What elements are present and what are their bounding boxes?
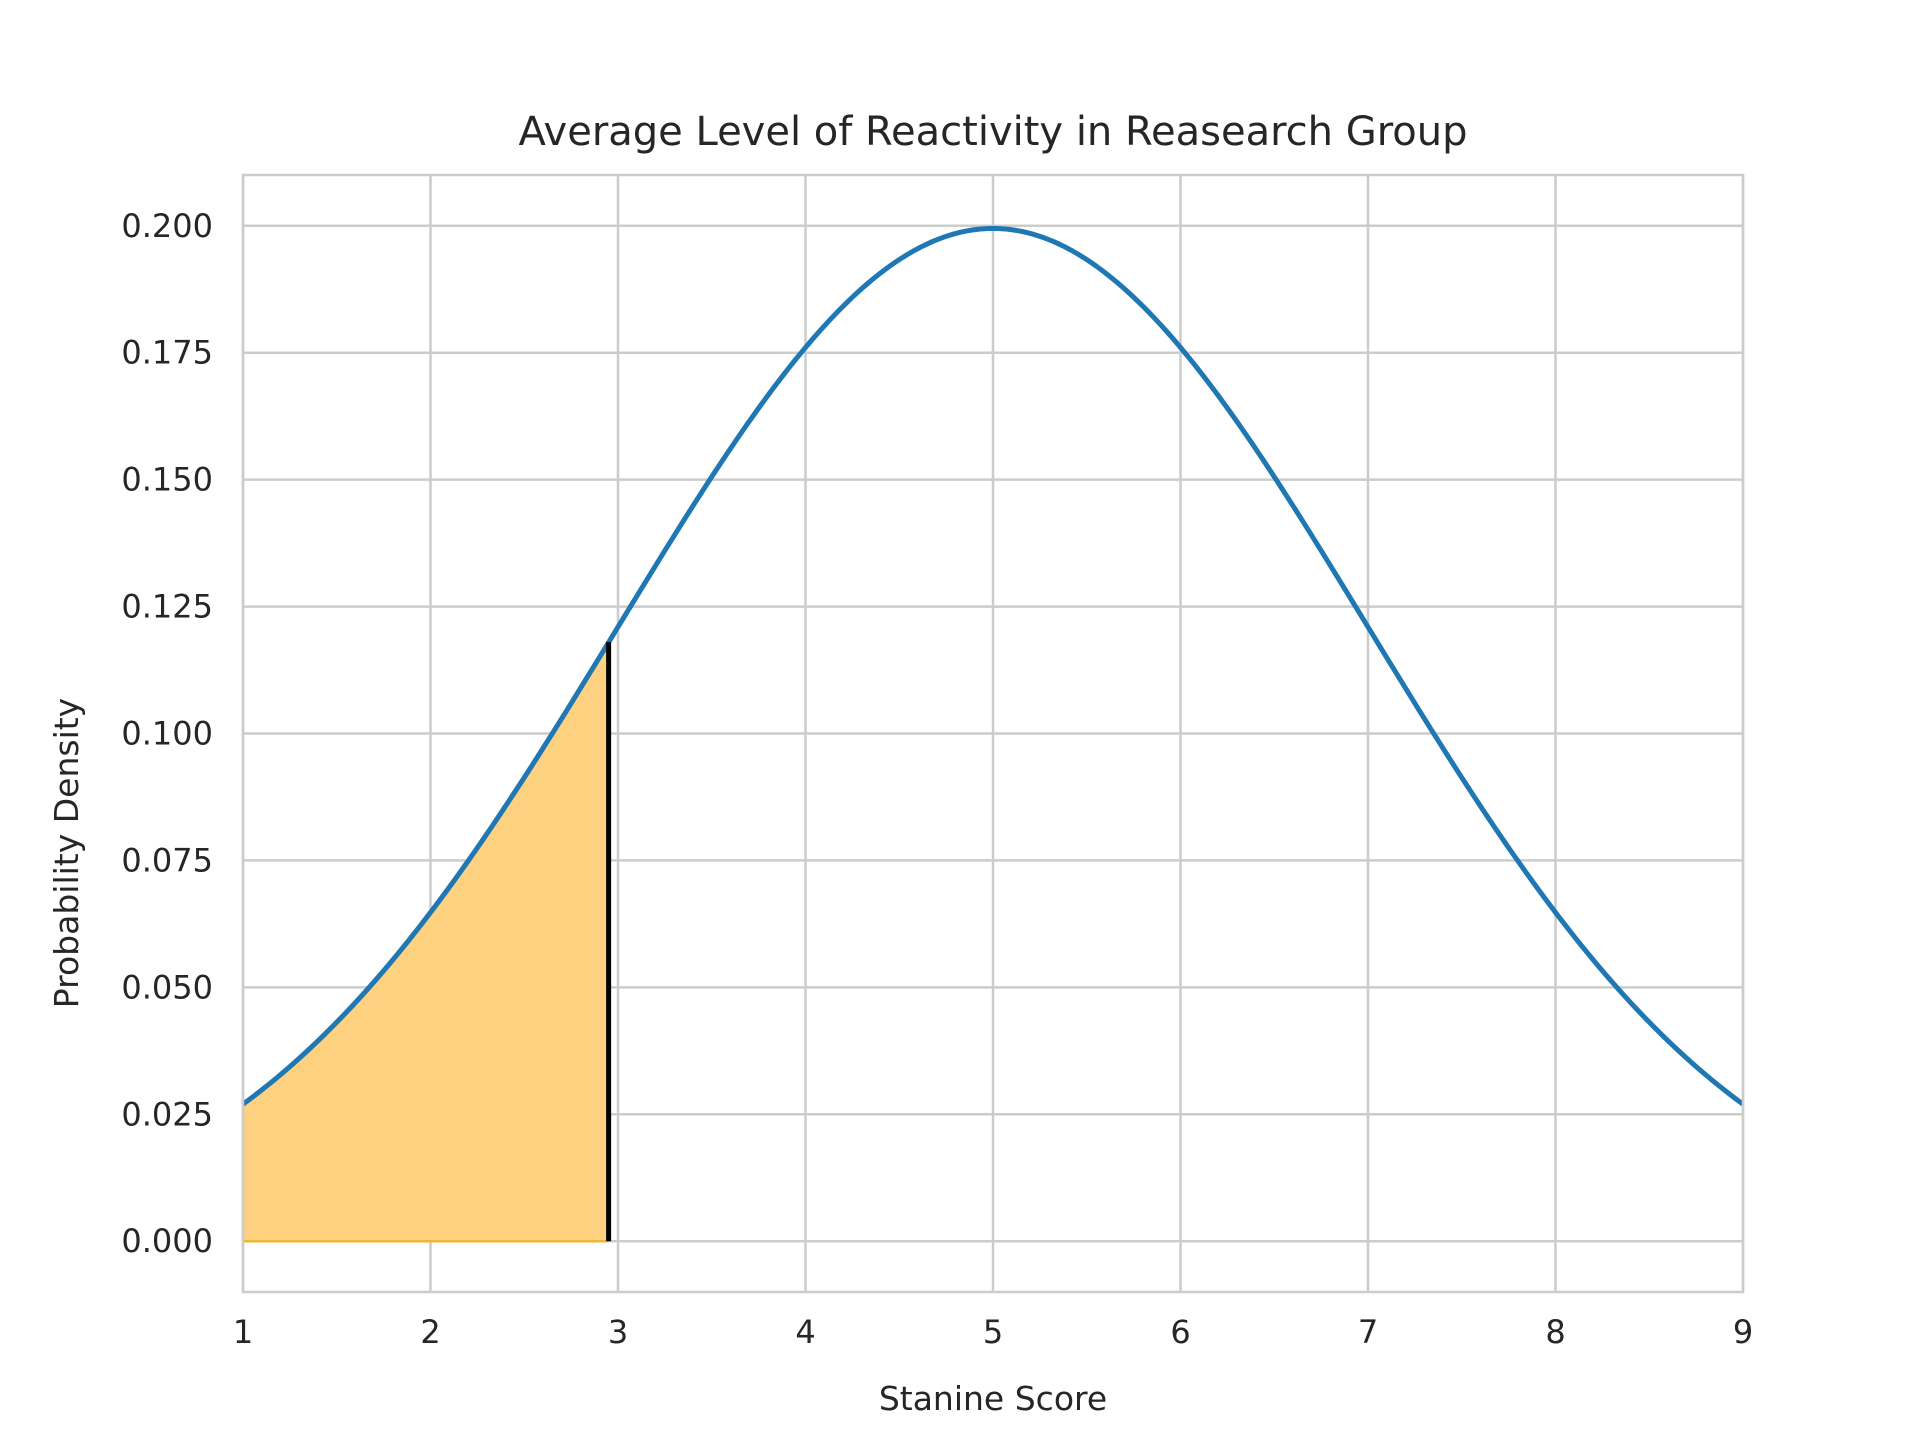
x-tick-label: 1 — [233, 1313, 253, 1351]
x-tick-label: 6 — [1170, 1313, 1190, 1351]
x-tick-label: 5 — [983, 1313, 1003, 1351]
y-axis-label: Probability Density — [47, 698, 86, 1008]
x-tick-label: 2 — [420, 1313, 440, 1351]
x-tick-label: 9 — [1733, 1313, 1753, 1351]
y-tick-label: 0.100 — [121, 715, 213, 753]
y-tick-label: 0.150 — [121, 461, 213, 499]
y-tick-label: 0.025 — [121, 1095, 213, 1133]
x-tick-label: 8 — [1545, 1313, 1565, 1351]
x-tick-labels: 1 2 3 4 5 6 7 8 9 — [233, 1313, 1753, 1351]
x-tick-label: 3 — [608, 1313, 628, 1351]
x-tick-label: 4 — [795, 1313, 815, 1351]
density-curve — [241, 225, 1745, 1107]
plot-frame — [241, 173, 1745, 1294]
y-tick-label: 0.000 — [121, 1222, 213, 1260]
y-tick-label: 0.050 — [121, 968, 213, 1006]
y-tick-labels: 0.000 0.025 0.050 0.075 0.100 0.125 0.150 0.175… — [121, 207, 213, 1260]
series-layer — [241, 225, 1745, 1242]
y-tick-label: 0.075 — [121, 841, 213, 879]
chart-title: Average Level of Reactivity in Reasearch… — [519, 109, 1468, 155]
y-tick-label: 0.175 — [121, 334, 213, 372]
x-axis-label: Stanine Score — [879, 1379, 1107, 1418]
y-tick-label: 0.125 — [121, 588, 213, 626]
x-tick-label: 7 — [1358, 1313, 1378, 1351]
y-tick-label: 0.200 — [121, 207, 213, 245]
